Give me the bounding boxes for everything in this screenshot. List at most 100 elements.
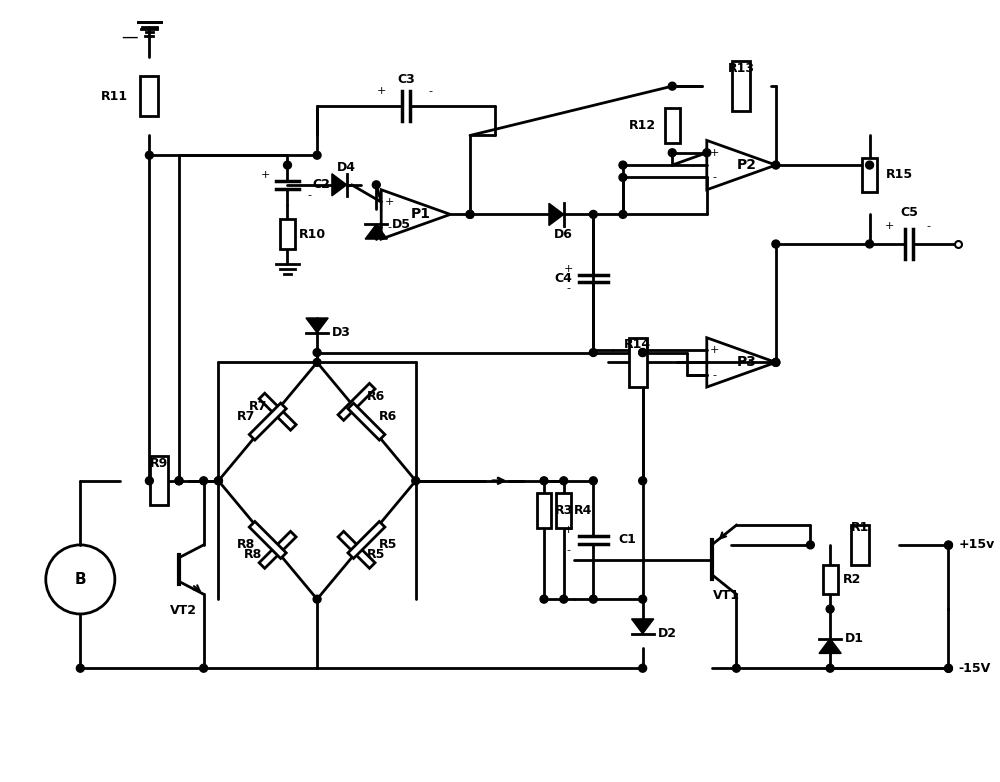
Text: +: + (564, 264, 573, 274)
Text: R1: R1 (851, 521, 869, 533)
Circle shape (668, 82, 676, 90)
Bar (150, 456, 168, 505)
Text: P1: P1 (411, 207, 431, 221)
Text: -: - (429, 86, 433, 96)
Bar (665, 109, 680, 143)
Bar (862, 158, 877, 192)
Circle shape (772, 358, 780, 366)
Circle shape (560, 595, 568, 603)
Polygon shape (348, 403, 385, 440)
Text: +: + (384, 197, 394, 207)
Circle shape (639, 349, 647, 357)
Text: R7: R7 (249, 400, 267, 413)
Text: R3: R3 (555, 504, 573, 517)
Circle shape (175, 477, 183, 485)
Polygon shape (338, 531, 375, 569)
Text: B: B (75, 572, 86, 587)
Text: +: + (710, 345, 719, 355)
Text: -: - (567, 283, 571, 293)
Circle shape (772, 240, 780, 248)
Circle shape (589, 349, 597, 357)
Text: +15v: +15v (958, 538, 995, 551)
Text: +: + (377, 86, 386, 96)
Text: P3: P3 (736, 355, 756, 369)
Text: R4: R4 (574, 504, 593, 517)
Text: D4: D4 (337, 160, 356, 174)
Circle shape (639, 595, 647, 603)
Circle shape (214, 477, 222, 485)
Text: D1: D1 (845, 632, 864, 645)
Bar (140, 77, 158, 116)
Text: R8: R8 (244, 548, 262, 561)
Polygon shape (348, 522, 385, 558)
Circle shape (806, 541, 814, 549)
Text: -: - (713, 172, 717, 182)
Bar (280, 219, 295, 249)
Circle shape (313, 151, 321, 160)
Text: R9: R9 (150, 457, 168, 469)
Circle shape (313, 349, 321, 357)
Circle shape (866, 161, 874, 169)
Circle shape (619, 174, 627, 181)
Text: D6: D6 (554, 228, 573, 241)
Text: -: - (387, 222, 391, 231)
Text: R10: R10 (299, 228, 326, 241)
Text: +: + (885, 221, 894, 231)
Polygon shape (249, 522, 286, 558)
Text: VT1: VT1 (713, 590, 740, 602)
Circle shape (619, 210, 627, 218)
Text: R8: R8 (237, 538, 255, 551)
Text: R11: R11 (101, 89, 128, 102)
Text: VT2: VT2 (170, 604, 197, 617)
Text: +: + (261, 170, 270, 180)
Text: C2: C2 (312, 178, 330, 192)
Polygon shape (365, 224, 387, 239)
Circle shape (284, 161, 291, 169)
Text: +: + (710, 148, 719, 158)
Bar (556, 493, 571, 528)
Polygon shape (338, 383, 375, 421)
Text: C1: C1 (618, 533, 636, 547)
Polygon shape (549, 203, 564, 225)
Circle shape (619, 161, 627, 169)
Text: D5: D5 (391, 217, 410, 231)
Circle shape (412, 477, 420, 485)
Text: R14: R14 (624, 338, 651, 351)
Circle shape (732, 664, 740, 673)
Circle shape (466, 210, 474, 218)
Text: -15V: -15V (958, 662, 991, 675)
Text: D3: D3 (332, 326, 351, 339)
Circle shape (639, 349, 647, 357)
Circle shape (466, 210, 474, 218)
Bar (537, 493, 551, 528)
Circle shape (200, 477, 208, 485)
Circle shape (589, 595, 597, 603)
Text: -: - (927, 221, 931, 231)
Circle shape (772, 358, 780, 366)
Circle shape (145, 477, 153, 485)
Text: R15: R15 (886, 168, 913, 181)
Circle shape (313, 358, 321, 366)
Circle shape (175, 477, 183, 485)
Circle shape (589, 210, 597, 218)
Text: -: - (567, 545, 571, 555)
Circle shape (76, 664, 84, 673)
Text: D2: D2 (658, 627, 677, 640)
Text: P2: P2 (736, 158, 756, 172)
Circle shape (945, 664, 952, 673)
Polygon shape (259, 531, 296, 569)
Text: —: — (121, 28, 138, 46)
Circle shape (639, 664, 647, 673)
Circle shape (540, 595, 548, 603)
Text: R7: R7 (237, 410, 255, 423)
Text: R6: R6 (379, 410, 397, 423)
Polygon shape (306, 318, 328, 333)
Circle shape (313, 595, 321, 603)
Circle shape (372, 181, 380, 188)
Circle shape (772, 161, 780, 169)
Circle shape (826, 605, 834, 613)
Text: R6: R6 (367, 390, 385, 404)
Circle shape (589, 477, 597, 485)
Circle shape (945, 541, 952, 549)
Polygon shape (819, 639, 841, 654)
